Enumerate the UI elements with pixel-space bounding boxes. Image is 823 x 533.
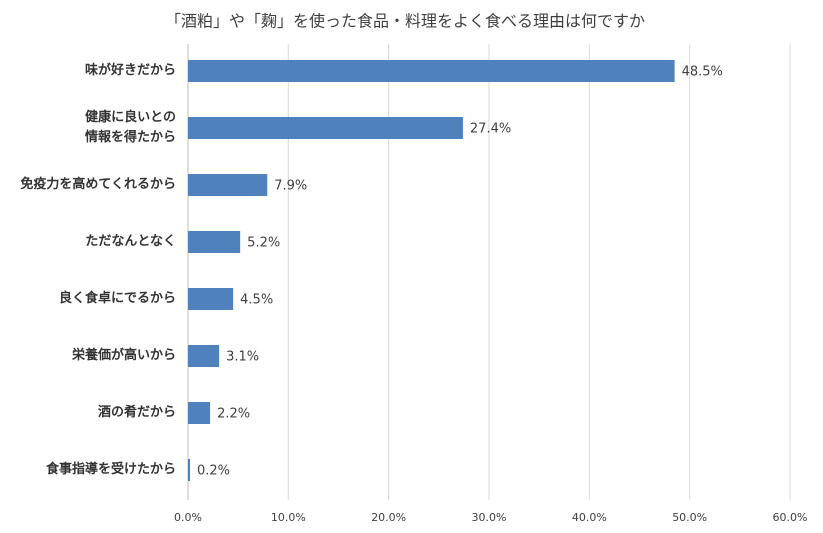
x-tick-label: 0.0% [174, 511, 202, 524]
chart-title: 「酒粕」や「麹」を使った食品・料理をよく食べる理由は何ですか [165, 12, 645, 31]
bar [188, 231, 241, 253]
bar [188, 117, 463, 139]
bar [188, 345, 220, 367]
value-label: 3.1% [226, 350, 259, 365]
x-tick-label: 40.0% [572, 511, 607, 524]
x-tick-label: 10.0% [271, 511, 306, 524]
bar [188, 60, 675, 82]
y-tick-label: 酒の肴だから [97, 405, 176, 420]
bar [188, 288, 234, 310]
x-tick-label: 60.0% [773, 511, 808, 524]
value-label: 7.9% [274, 179, 307, 194]
value-label: 27.4% [470, 122, 511, 137]
y-tick-label: 良く食卓にでるから [58, 291, 176, 306]
y-tick-label: 食事指導を受けたから [45, 462, 176, 477]
x-tick-label: 50.0% [672, 511, 707, 524]
value-label: 2.2% [217, 407, 250, 422]
bar [188, 402, 211, 424]
value-label: 5.2% [247, 236, 280, 251]
value-label: 48.5% [682, 65, 723, 80]
y-tick-label: 免疫力を高めてくれるから [20, 177, 176, 192]
x-tick-label: 30.0% [472, 511, 507, 524]
bar [188, 459, 191, 481]
y-tick-label: 栄養価が高いから [71, 348, 176, 363]
bar [188, 174, 268, 196]
y-tick-label: 味が好きだから [84, 63, 176, 78]
value-label: 0.2% [197, 464, 230, 479]
x-tick-label: 20.0% [371, 511, 406, 524]
y-tick-label: 健康に良いとの 情報を得たから [84, 110, 176, 145]
value-label: 4.5% [240, 293, 273, 308]
y-tick-label: ただなんとなく [85, 234, 176, 249]
